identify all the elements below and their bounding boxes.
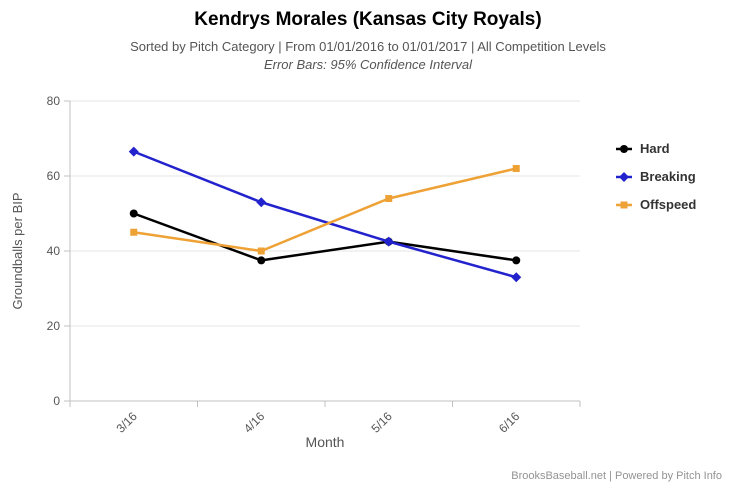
hard-series-marker <box>257 256 266 265</box>
offspeed-series-line <box>132 167 518 253</box>
credit-text: BrooksBaseball.net | Powered by Pitch In… <box>511 470 722 482</box>
offspeed-legend-marker-icon <box>620 201 628 209</box>
x-tick-label: 3/16 <box>113 409 140 436</box>
chart-title: Kendrys Morales (Kansas City Royals) <box>194 9 542 30</box>
line-chart: 0 20 40 60 80 3/16 4/16 5/16 6/16 Month Groundball… <box>10 94 696 450</box>
hard-series-line <box>132 212 518 262</box>
chart-subtitle: Sorted by Pitch Category | From 01/01/20… <box>130 39 606 54</box>
hard-series-marker <box>129 209 138 218</box>
y-tick-label: 20 <box>47 319 61 333</box>
offspeed-series-marker <box>385 195 393 202</box>
y-tick-label: 60 <box>47 169 61 183</box>
legend-label[interactable]: Offspeed <box>640 197 696 212</box>
hard-legend-marker-icon <box>620 145 628 153</box>
legend-item-hard[interactable]: Hard <box>616 141 670 156</box>
breaking-series-line <box>132 150 518 279</box>
legend-label[interactable]: Breaking <box>640 169 696 184</box>
y-axis-title: Groundballs per BIP <box>10 192 25 309</box>
breaking-series-marker <box>383 236 394 247</box>
error-bars-note: Error Bars: 95% Confidence Interval <box>263 57 473 72</box>
x-axis-title: Month <box>306 434 345 450</box>
y-tick-label: 40 <box>47 244 61 258</box>
offspeed-series-marker <box>257 247 265 255</box>
breaking-series-marker <box>256 197 267 208</box>
chart-header: Kendrys Morales (Kansas City Royals) Sor… <box>0 0 736 72</box>
breaking-series-marker <box>511 272 522 283</box>
breaking-legend-marker-icon <box>619 172 629 182</box>
x-tick-label: 5/16 <box>368 409 395 436</box>
y-tick-label: 80 <box>47 94 61 108</box>
legend-label[interactable]: Hard <box>640 141 670 156</box>
legend-item-breaking[interactable]: Breaking <box>616 169 696 184</box>
hard-series-marker <box>512 256 521 265</box>
offspeed-series-marker <box>130 228 138 236</box>
x-tick-label: 4/16 <box>241 409 268 436</box>
legend-item-offspeed[interactable]: Offspeed <box>616 197 696 212</box>
x-tick-label: 6/16 <box>496 409 523 436</box>
breaking-series-marker <box>128 146 139 157</box>
offspeed-series-marker <box>512 165 520 172</box>
y-tick-label: 0 <box>53 394 60 408</box>
